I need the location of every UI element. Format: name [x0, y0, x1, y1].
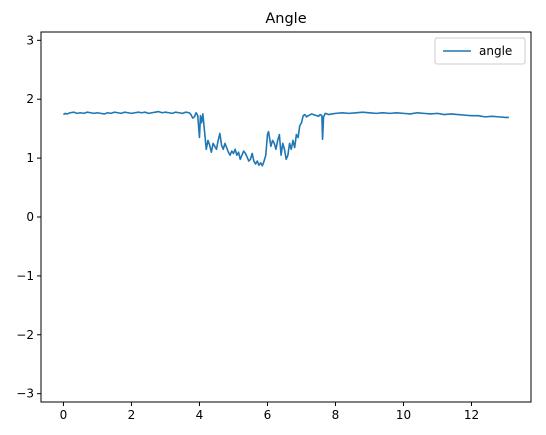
y-tick-label: 2: [26, 92, 34, 106]
legend-label-angle: angle: [479, 44, 512, 58]
y-tick-label: 1: [26, 151, 34, 165]
y-tick-label: −1: [16, 269, 34, 283]
x-tick-label: 8: [332, 408, 340, 422]
series-line-angle: [62, 110, 509, 167]
legend[interactable]: angle: [434, 37, 526, 65]
y-tick-label: 3: [26, 33, 34, 47]
y-tick-label: −3: [16, 387, 34, 401]
x-tick-label: 10: [396, 408, 411, 422]
legend-box: [434, 37, 526, 65]
series-layer: [62, 110, 509, 167]
chart-title: Angle: [265, 11, 306, 27]
x-tick-label: 6: [264, 408, 272, 422]
x-tick-label: 4: [196, 408, 204, 422]
x-tick-label: 0: [60, 408, 68, 422]
x-tick-label: 2: [128, 408, 136, 422]
y-tick-label: −2: [16, 328, 34, 342]
y-tick-label: 0: [26, 210, 34, 224]
x-tick-label: 12: [464, 408, 479, 422]
plot-area-frame: [40, 31, 532, 403]
